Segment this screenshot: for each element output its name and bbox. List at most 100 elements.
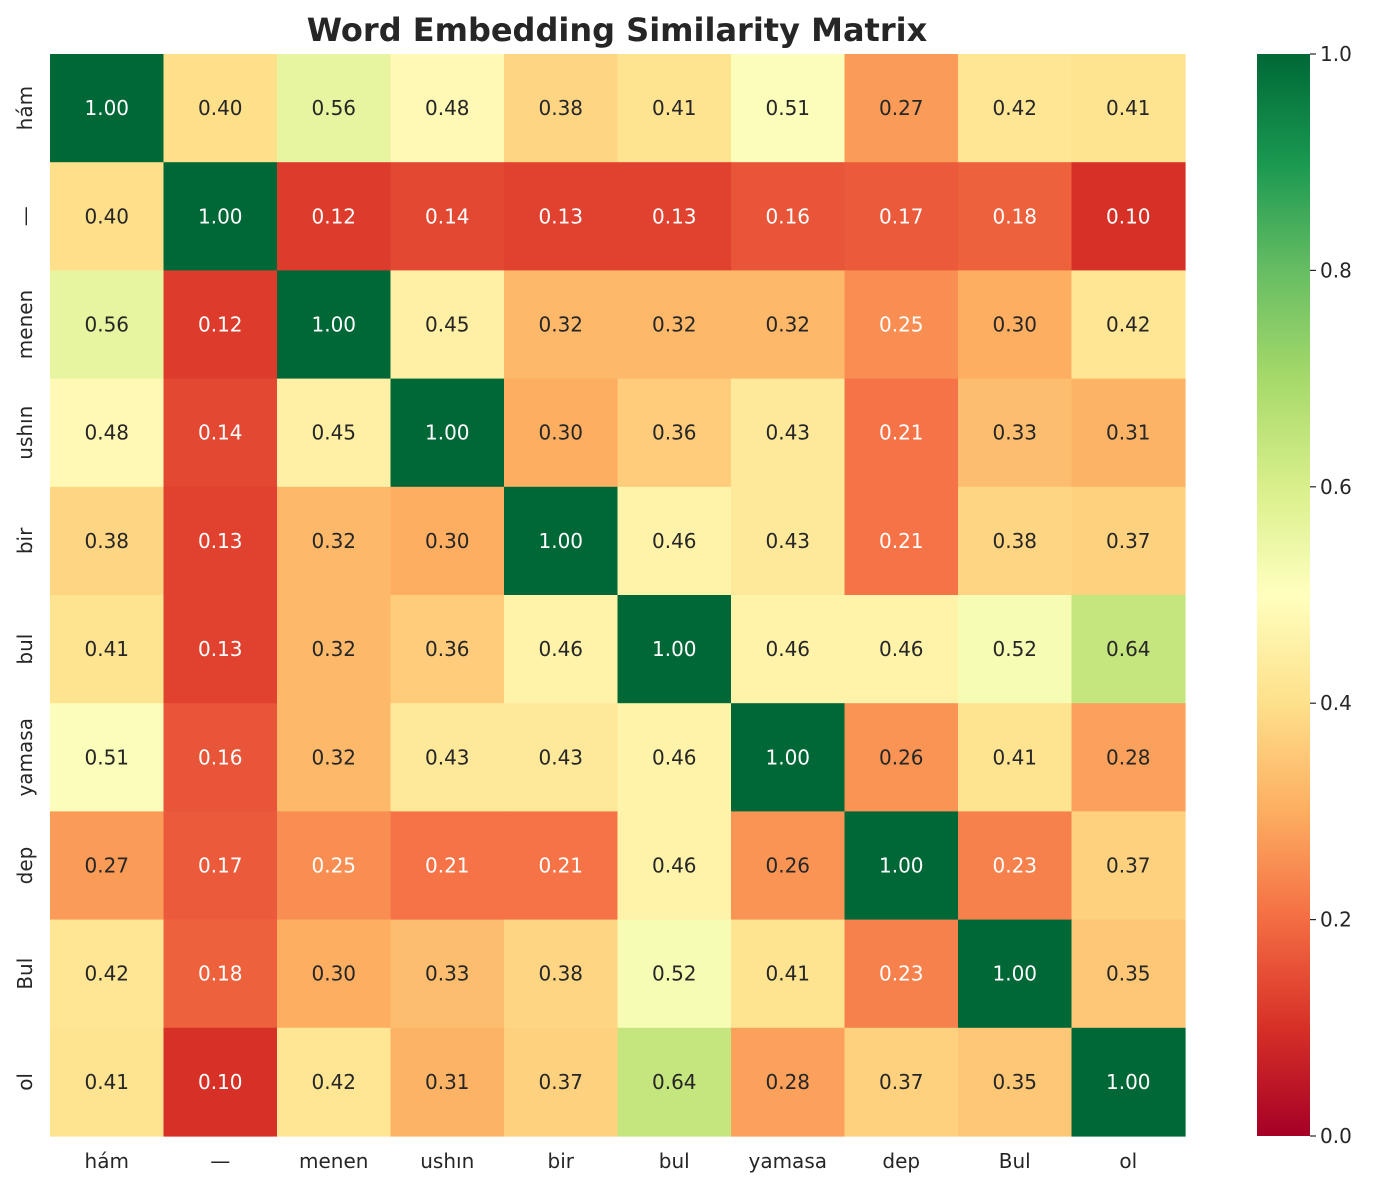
heatmap-cell-1-0 [50, 162, 165, 271]
heatmap-cell-7-5 [617, 811, 732, 921]
cell-value-label: 0.21 [879, 529, 924, 553]
heatmap-cell-0-2 [277, 54, 392, 163]
cell-value-label: 0.41 [84, 1070, 129, 1094]
heatmap-cell-2-6 [731, 270, 846, 380]
heatmap-cell-8-0 [50, 919, 165, 1029]
cell-value-label: 0.30 [311, 962, 356, 986]
cell-value-label: 0.42 [84, 962, 129, 986]
heatmap-cell-6-9 [1071, 703, 1186, 812]
cell-value-label: 0.32 [311, 529, 356, 553]
cell-value-label: 0.64 [1106, 637, 1151, 661]
heatmap-cell-2-2 [277, 270, 392, 380]
heatmap-cell-6-4 [504, 703, 619, 812]
heatmap-cell-9-2 [277, 1027, 392, 1137]
cell-value-label: 0.43 [425, 745, 470, 769]
cell-value-label: 0.32 [311, 637, 356, 661]
cell-value-label: 0.16 [198, 745, 243, 769]
y-tick-label: ol [13, 1073, 37, 1091]
cell-value-label: 0.42 [1106, 313, 1151, 337]
cell-value-label: 0.37 [1106, 529, 1151, 553]
cell-value-label: 0.33 [425, 962, 470, 986]
heatmap-cell-8-8 [958, 919, 1073, 1029]
heatmap-cell-5-4 [504, 595, 619, 704]
heatmap-cell-8-3 [390, 919, 505, 1029]
heatmap-cell-9-9 [1071, 1027, 1186, 1137]
heatmap-cell-7-2 [277, 811, 392, 921]
x-tick-label: bir [548, 1149, 575, 1173]
cell-value-label: 0.48 [425, 96, 470, 120]
cell-value-label: 0.18 [992, 204, 1037, 228]
colorbar-tick-label: 0.8 [1320, 258, 1352, 282]
cell-value-label: 0.56 [311, 96, 356, 120]
x-tick-label: dep [882, 1149, 920, 1173]
cell-value-label: 0.37 [1106, 854, 1151, 878]
heatmap-cell-5-1 [163, 595, 278, 704]
cell-value-label: 0.40 [84, 204, 129, 228]
heatmap-cell-4-5 [617, 486, 732, 596]
cell-value-label: 0.42 [992, 96, 1037, 120]
cell-value-label: 0.30 [425, 529, 470, 553]
heatmap-cell-7-1 [163, 811, 278, 921]
heatmap-cell-3-8 [958, 378, 1073, 488]
heatmap-cell-2-4 [504, 270, 619, 380]
cell-value-label: 0.30 [992, 313, 1037, 337]
heatmap-cell-8-4 [504, 919, 619, 1029]
heatmap-cell-4-4 [504, 486, 619, 596]
heatmap-cell-4-0 [50, 486, 165, 596]
heatmap-cell-9-1 [163, 1027, 278, 1137]
heatmap-cell-7-3 [390, 811, 505, 921]
cell-value-label: 0.21 [538, 854, 583, 878]
heatmap-cell-5-5 [617, 595, 732, 704]
heatmap-cell-0-5 [617, 54, 732, 163]
y-tick-label: bir [13, 527, 37, 554]
y-tick-label: dep [13, 847, 37, 885]
cell-value-label: 1.00 [879, 854, 924, 878]
heatmap-cell-5-3 [390, 595, 505, 704]
cell-value-label: 0.35 [992, 1070, 1037, 1094]
heatmap-cell-1-6 [731, 162, 846, 271]
cell-value-label: 0.41 [1106, 96, 1151, 120]
cell-value-label: 0.36 [652, 421, 697, 445]
cell-value-label: 0.38 [992, 529, 1037, 553]
cell-value-label: 0.38 [84, 529, 129, 553]
heatmap-cell-2-5 [617, 270, 732, 380]
cell-value-label: 0.46 [879, 637, 924, 661]
heatmap-cell-7-9 [1071, 811, 1186, 921]
cell-value-label: 0.27 [879, 96, 924, 120]
heatmap-cell-9-7 [844, 1027, 959, 1137]
cell-value-label: 0.46 [652, 854, 697, 878]
heatmap-cell-7-6 [731, 811, 846, 921]
y-tick-label: menen [13, 290, 37, 359]
cell-value-label: 0.25 [879, 313, 924, 337]
cell-value-label: 1.00 [652, 637, 697, 661]
heatmap-cell-0-9 [1071, 54, 1186, 163]
y-tick-label: yamasa [13, 718, 37, 797]
heatmap-cell-1-8 [958, 162, 1073, 271]
heatmap-cell-6-8 [958, 703, 1073, 812]
cell-value-label: 0.32 [311, 745, 356, 769]
cell-value-label: 0.43 [765, 421, 810, 445]
cell-value-label: 1.00 [538, 529, 583, 553]
cell-value-label: 0.13 [652, 204, 697, 228]
cell-value-label: 0.52 [652, 962, 697, 986]
heatmap-cell-9-0 [50, 1027, 165, 1137]
heatmap-cell-2-1 [163, 270, 278, 380]
heatmap-cell-0-7 [844, 54, 959, 163]
colorbar-tick-label: 0.2 [1320, 908, 1352, 932]
cell-value-label: 1.00 [198, 204, 243, 228]
heatmap-cell-3-6 [731, 378, 846, 488]
x-tick-label: ushın [420, 1149, 474, 1173]
heatmap-cell-8-2 [277, 919, 392, 1029]
heatmap-cell-6-2 [277, 703, 392, 812]
cell-value-label: 1.00 [425, 421, 470, 445]
cell-value-label: 0.37 [538, 1070, 583, 1094]
heatmap-cell-5-2 [277, 595, 392, 704]
heatmap-cell-9-6 [731, 1027, 846, 1137]
heatmap-cell-5-7 [844, 595, 959, 704]
cell-value-label: 0.32 [538, 313, 583, 337]
cell-value-label: 0.23 [879, 962, 924, 986]
cell-value-label: 1.00 [992, 962, 1037, 986]
cell-value-label: 0.41 [765, 962, 810, 986]
x-axis-ticks: hám — menen ushın bir bul yamasa dep Bul ol [85, 1149, 1138, 1173]
cell-value-label: 0.13 [538, 204, 583, 228]
